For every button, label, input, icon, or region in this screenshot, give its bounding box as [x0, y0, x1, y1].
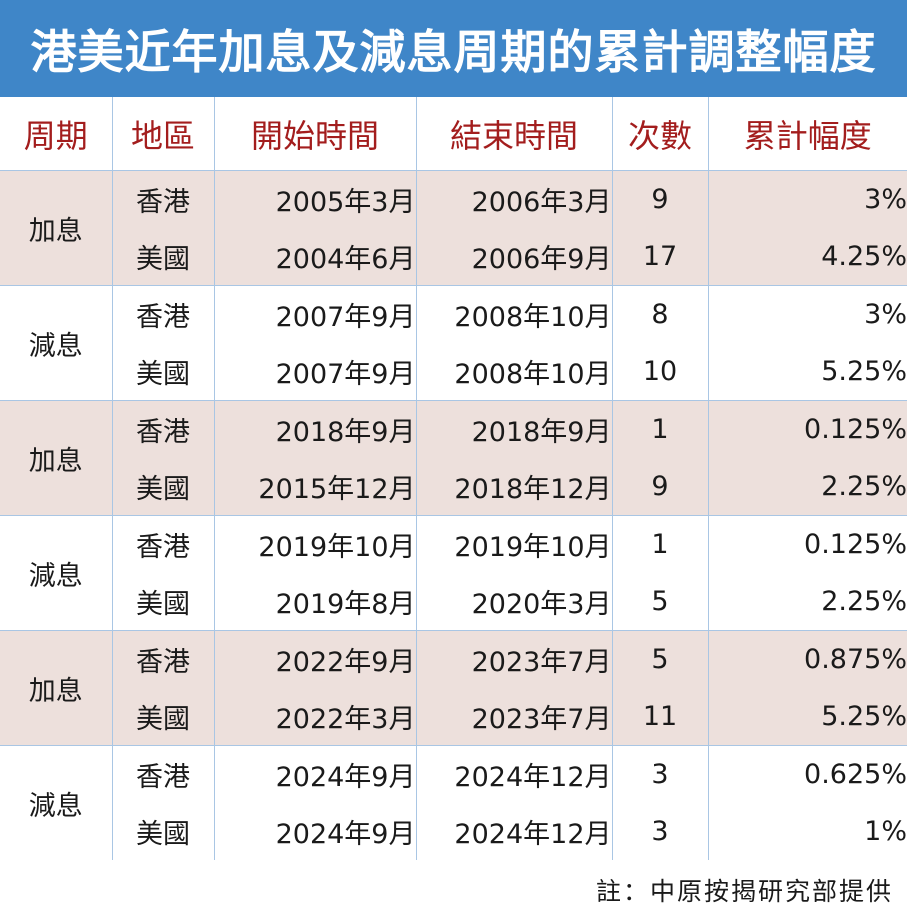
table-row: 加息 香港 2005年3月 2006年3月 9 3%	[0, 170, 907, 286]
count-cell: 5	[611, 630, 708, 688]
start-date-cell: 2007年9月	[213, 343, 416, 401]
table-row: 美國 2024年9月 2024年12月 3 1%	[0, 803, 907, 860]
start-date-cell: 2019年10月	[213, 515, 416, 573]
count-cell: 3	[611, 745, 708, 803]
region-cell: 美國	[136, 704, 190, 735]
start-date-cell: 2018年9月	[213, 400, 416, 458]
cycle-cell: 加息	[0, 630, 113, 746]
start-date-cell: 2005年3月	[213, 170, 416, 228]
table-row: 美國 2004年6月 2006年9月 17 4.25%	[0, 228, 907, 286]
end-date-cell: 2006年3月	[415, 170, 612, 228]
region-cell: 美國	[136, 819, 190, 850]
amount-cell: 3%	[707, 170, 907, 228]
count-cell: 10	[611, 343, 708, 401]
header-count: 次數	[611, 97, 708, 171]
table-row: 美國 2022年3月 2023年7月 11 5.25%	[0, 688, 907, 746]
header-row: 周期 地區 開始時間 結束時間 次數 累計幅度	[0, 97, 907, 171]
count-cell: 11	[611, 688, 708, 746]
region-cell: 香港	[111, 630, 214, 688]
count-cell: 3	[611, 803, 708, 860]
end-date-cell: 2018年9月	[415, 400, 612, 458]
end-date-cell: 2024年12月	[415, 803, 612, 860]
start-date-cell: 2024年9月	[213, 803, 416, 860]
count-cell: 1	[611, 400, 708, 458]
end-date-cell: 2008年10月	[415, 343, 612, 401]
region-cell: 香港	[111, 285, 214, 343]
header-region: 地區	[111, 97, 214, 171]
end-date-cell: 2019年10月	[415, 515, 612, 573]
cycle-cell: 加息	[0, 170, 113, 286]
end-date-cell: 2024年12月	[415, 745, 612, 803]
header-start: 開始時間	[213, 97, 416, 171]
table-row: 美國 2019年8月 2020年3月 5 2.25%	[0, 573, 907, 631]
end-date-cell: 2008年10月	[415, 285, 612, 343]
table-row: 美國 2015年12月 2018年12月 9 2.25%	[0, 458, 907, 516]
count-cell: 17	[611, 228, 708, 286]
region-cell: 美國	[136, 359, 190, 390]
rate-cycle-table: 周期 地區 開始時間 結束時間 次數 累計幅度 加息 香港 2005年3月 2006年…	[0, 97, 907, 860]
amount-cell: 0.125%	[707, 400, 907, 458]
header-amount: 累計幅度	[707, 97, 907, 171]
end-date-cell: 2023年7月	[415, 630, 612, 688]
start-date-cell: 2015年12月	[213, 458, 416, 516]
source-note: 註：中原按揭研究部提供	[595, 877, 893, 906]
table-body: 加息 香港 2005年3月 2006年3月 9 3% 美國 2004年6月 2006年9月 17 4…	[0, 170, 907, 860]
end-date-cell: 2006年9月	[415, 228, 612, 286]
table-row: 減息 香港 2019年10月 2019年10月 1 0.125%	[0, 515, 907, 631]
end-date-cell: 2023年7月	[415, 688, 612, 746]
start-date-cell: 2024年9月	[213, 745, 416, 803]
amount-cell: 2.25%	[707, 458, 907, 516]
end-date-cell: 2020年3月	[415, 573, 612, 631]
end-date-cell: 2018年12月	[415, 458, 612, 516]
cycle-cell: 減息	[0, 285, 113, 401]
region-cell: 香港	[111, 515, 214, 573]
table-row: 減息 香港 2007年9月 2008年10月 8 3%	[0, 285, 907, 401]
region-cell: 香港	[111, 400, 214, 458]
count-cell: 8	[611, 285, 708, 343]
region-cell: 美國	[136, 244, 190, 275]
table-row: 美國 2007年9月 2008年10月 10 5.25%	[0, 343, 907, 401]
count-cell: 9	[611, 458, 708, 516]
header-end: 結束時間	[415, 97, 612, 171]
amount-cell: 1%	[707, 803, 907, 860]
amount-cell: 0.875%	[707, 630, 907, 688]
cycle-cell: 加息	[0, 400, 113, 516]
start-date-cell: 2022年3月	[213, 688, 416, 746]
title-bar: 港美近年加息及減息周期的累計調整幅度	[0, 0, 907, 97]
amount-cell: 5.25%	[707, 343, 907, 401]
cycle-cell: 減息	[0, 515, 113, 631]
page-title: 港美近年加息及減息周期的累計調整幅度	[30, 24, 877, 79]
amount-cell: 0.625%	[707, 745, 907, 803]
start-date-cell: 2022年9月	[213, 630, 416, 688]
table-row: 減息 香港 2024年9月 2024年12月 3 0.625%	[0, 745, 907, 860]
amount-cell: 4.25%	[707, 228, 907, 286]
table-row: 加息 香港 2018年9月 2018年9月 1 0.125%	[0, 400, 907, 516]
header-cycle: 周期	[23, 116, 88, 155]
region-cell: 美國	[136, 589, 190, 620]
cycle-cell: 減息	[0, 745, 113, 860]
count-cell: 5	[611, 573, 708, 631]
table-row: 加息 香港 2022年9月 2023年7月 5 0.875%	[0, 630, 907, 746]
region-cell: 香港	[111, 745, 214, 803]
start-date-cell: 2007年9月	[213, 285, 416, 343]
start-date-cell: 2004年6月	[213, 228, 416, 286]
amount-cell: 5.25%	[707, 688, 907, 746]
region-cell: 美國	[136, 474, 190, 505]
amount-cell: 3%	[707, 285, 907, 343]
region-cell: 香港	[111, 170, 214, 228]
amount-cell: 2.25%	[707, 573, 907, 631]
count-cell: 9	[611, 170, 708, 228]
count-cell: 1	[611, 515, 708, 573]
start-date-cell: 2019年8月	[213, 573, 416, 631]
amount-cell: 0.125%	[707, 515, 907, 573]
